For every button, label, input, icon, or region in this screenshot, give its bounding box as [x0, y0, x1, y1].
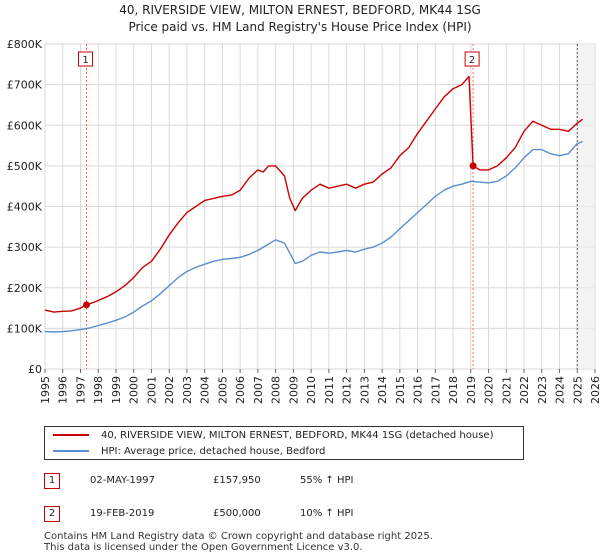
sale-point — [469, 162, 477, 170]
y-tick-label: £300K — [7, 241, 43, 254]
x-tick-label: 2009 — [287, 376, 300, 404]
x-tick-label: 2013 — [358, 376, 371, 404]
x-tick-label: 1995 — [39, 376, 52, 404]
sale-row: 1 02-MAY-1997 £157,950 55% ↑ HPI — [0, 473, 600, 493]
series-lines — [44, 75, 584, 333]
legend-swatch-hpi — [53, 450, 89, 452]
x-tick-label: 2023 — [536, 376, 549, 404]
property-price-line — [44, 75, 584, 313]
x-tick-label: 1996 — [57, 376, 70, 404]
sale-annotation-box — [464, 51, 480, 67]
legend-label-property: 40, RIVERSIDE VIEW, MILTON ERNEST, BEDFO… — [101, 429, 494, 441]
future-shade — [576, 44, 595, 369]
sale-hpi-change: 10% ↑ HPI — [300, 508, 354, 519]
x-tick-label: 2020 — [483, 376, 496, 404]
x-tick-label: 2026 — [589, 376, 600, 404]
sale-price: £500,000 — [213, 508, 261, 519]
sale-date: 02-MAY-1997 — [90, 475, 156, 486]
sale-annotation-box — [78, 51, 94, 67]
x-tick-label: 2014 — [376, 376, 389, 404]
sale-annotation-label: 1 — [82, 55, 88, 66]
forecast-shade — [577, 44, 595, 369]
x-tick-label: 1998 — [92, 376, 105, 404]
sale-hpi-change: 55% ↑ HPI — [300, 475, 354, 486]
x-axis-ticks: 1995 1996 1997 1998 1999 2000 2001 2002 2003 2004… — [39, 369, 600, 404]
x-tick-label: 2002 — [163, 376, 176, 404]
footer: Contains HM Land Registry data © Crown c… — [44, 531, 433, 553]
x-tick-label: 2015 — [394, 376, 407, 404]
x-tick-label: 2025 — [571, 376, 584, 404]
x-tick-label: 2018 — [447, 376, 460, 404]
x-tick-label: 1997 — [74, 376, 87, 404]
footer-licence: This data is licensed under the Open Gov… — [44, 542, 363, 553]
x-tick-label: 2003 — [181, 376, 194, 404]
y-tick-label: £800K — [7, 38, 43, 51]
x-tick-label: 2019 — [465, 376, 478, 404]
hpi-line — [44, 140, 583, 333]
sale-point — [83, 301, 91, 309]
legend-swatch-property — [53, 434, 89, 436]
legend-label-hpi: HPI: Average price, detached house, Bedf… — [101, 445, 326, 457]
x-tick-label: 2000 — [128, 376, 141, 404]
y-tick-label: £0 — [28, 363, 42, 376]
y-tick-label: £100K — [7, 322, 43, 335]
x-tick-label: 2007 — [252, 376, 265, 404]
sale-number-badge: 1 — [44, 473, 60, 489]
sale-points — [83, 162, 477, 309]
x-tick-label: 2012 — [341, 376, 354, 404]
x-tick-label: 2005 — [216, 376, 229, 404]
y-tick-label: £600K — [7, 119, 43, 132]
sale-annotation-label: 2 — [469, 55, 475, 66]
y-axis-ticks: £0 £100K £200K £300K £400K £500K £600K £700K £80… — [7, 38, 43, 376]
y-tick-label: £500K — [7, 160, 43, 173]
x-tick-label: 2022 — [518, 376, 531, 404]
x-tick-label: 2016 — [412, 376, 425, 404]
sale-price: £157,950 — [213, 475, 261, 486]
y-tick-label: £200K — [7, 282, 43, 295]
price-chart: 40, RIVERSIDE VIEW, MILTON ERNEST, BEDFO… — [7, 3, 600, 404]
footer-copyright: Contains HM Land Registry data © Crown c… — [44, 531, 433, 542]
y-tick-label: £400K — [7, 201, 43, 214]
x-tick-label: 2010 — [305, 376, 318, 404]
chart-title: 40, RIVERSIDE VIEW, MILTON ERNEST, BEDFO… — [119, 3, 481, 17]
x-tick-label: 2006 — [234, 376, 247, 404]
x-tick-label: 2021 — [500, 376, 513, 404]
chart-subtitle: Price paid vs. HM Land Registry's House … — [128, 20, 471, 34]
x-tick-label: 2017 — [429, 376, 442, 404]
x-tick-label: 2004 — [199, 376, 212, 404]
x-tick-label: 1999 — [110, 376, 123, 404]
x-tick-label: 2008 — [270, 376, 283, 404]
legend: 40, RIVERSIDE VIEW, MILTON ERNEST, BEDFO… — [44, 426, 524, 460]
sale-number-badge: 2 — [44, 506, 60, 522]
x-tick-label: 2024 — [554, 376, 567, 404]
y-tick-label: £700K — [7, 79, 43, 92]
sale-row: 2 19-FEB-2019 £500,000 10% ↑ HPI — [0, 506, 600, 526]
gridlines — [44, 43, 596, 370]
x-tick-label: 2001 — [145, 376, 158, 404]
x-tick-label: 2011 — [323, 376, 336, 404]
sale-date: 19-FEB-2019 — [90, 508, 155, 519]
